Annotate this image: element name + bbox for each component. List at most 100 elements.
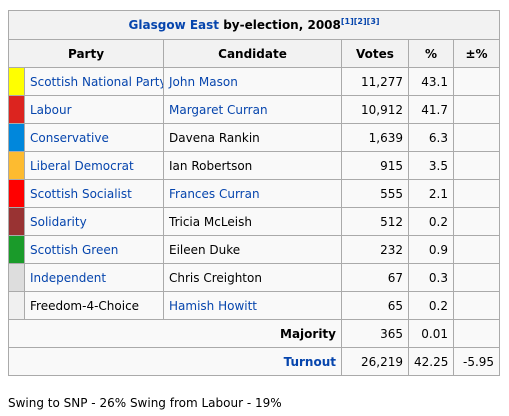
table-row: Solidarity Tricia McLeish 512 0.2 — [8, 207, 501, 236]
candidate-cell: Davena Rankin — [163, 123, 342, 152]
citation-3[interactable]: [3] — [366, 17, 380, 26]
candidate-name: Tricia McLeish — [169, 214, 252, 229]
table-row: Scottish Green Eileen Duke 232 0.9 — [8, 235, 501, 264]
party-cell: Conservative — [24, 123, 164, 152]
party-link[interactable]: Labour — [30, 102, 72, 117]
party-cell: Freedom-4-Choice — [24, 291, 164, 320]
table-row: Freedom-4-Choice Hamish Howitt 65 0.2 — [8, 291, 501, 320]
turnout-percent: 42.25 — [408, 347, 454, 376]
citation-2[interactable]: [2] — [353, 17, 367, 26]
constituency-link[interactable]: Glasgow East — [128, 18, 220, 32]
votes-cell: 1,639 — [341, 123, 409, 152]
percent-cell: 41.7 — [408, 95, 454, 124]
change-cell — [452, 235, 501, 264]
party-cell: Labour — [24, 95, 164, 124]
caption-row: Glasgow East by-election, 2008[1][2][3] — [7, 10, 501, 40]
majority-change — [452, 319, 501, 348]
header-change: ±% — [452, 39, 501, 68]
candidate-name: Eileen Duke — [169, 242, 241, 257]
party-link[interactable]: Solidarity — [30, 214, 87, 229]
turnout-link[interactable]: Turnout — [283, 354, 336, 369]
table-row: Liberal Democrat Ian Robertson 915 3.5 — [8, 151, 501, 180]
party-color-swatch — [8, 263, 25, 292]
majority-percent: 0.01 — [408, 319, 454, 348]
change-cell — [452, 151, 501, 180]
candidate-name: Chris Creighton — [169, 270, 262, 285]
candidate-link[interactable]: Frances Curran — [169, 186, 260, 201]
votes-cell: 512 — [341, 207, 409, 236]
change-cell — [452, 179, 501, 208]
party-color-swatch — [8, 291, 25, 320]
party-cell: Scottish Socialist — [24, 179, 164, 208]
party-name: Freedom-4-Choice — [30, 298, 140, 313]
table-row: Independent Chris Creighton 67 0.3 — [8, 263, 501, 292]
table-row: Scottish Socialist Frances Curran 555 2.1 — [8, 179, 501, 208]
change-cell — [452, 207, 501, 236]
candidate-name: Davena Rankin — [169, 130, 260, 145]
candidate-cell: Tricia McLeish — [163, 207, 342, 236]
party-link[interactable]: Liberal Democrat — [30, 158, 134, 173]
party-color-swatch — [8, 123, 25, 152]
party-link[interactable]: Conservative — [30, 130, 109, 145]
party-color-swatch — [8, 95, 25, 124]
swing-note: Swing to SNP - 26% Swing from Labour - 1… — [8, 396, 282, 410]
party-color-swatch — [8, 151, 25, 180]
percent-cell: 3.5 — [408, 151, 454, 180]
turnout-label-cell: Turnout — [8, 347, 342, 376]
caption-text: by-election, 2008 — [219, 18, 341, 32]
table-row: Labour Margaret Curran 10,912 41.7 — [8, 95, 501, 124]
candidate-name: Ian Robertson — [169, 158, 253, 173]
percent-cell: 2.1 — [408, 179, 454, 208]
turnout-row: Turnout 26,219 42.25 -5.95 — [8, 347, 501, 376]
candidate-link[interactable]: Hamish Howitt — [169, 298, 257, 313]
party-cell: Liberal Democrat — [24, 151, 164, 180]
votes-cell: 915 — [341, 151, 409, 180]
candidate-cell: John Mason — [163, 67, 342, 96]
percent-cell: 0.2 — [408, 291, 454, 320]
percent-cell: 0.2 — [408, 207, 454, 236]
turnout-change: -5.95 — [452, 347, 501, 376]
change-cell — [452, 67, 501, 96]
header-percent: % — [408, 39, 454, 68]
candidate-cell: Hamish Howitt — [163, 291, 342, 320]
table-caption: Glasgow East by-election, 2008[1][2][3] — [7, 10, 501, 40]
party-cell: Scottish Green — [24, 235, 164, 264]
votes-cell: 11,277 — [341, 67, 409, 96]
results-table: Glasgow East by-election, 2008[1][2][3] … — [7, 10, 501, 376]
party-color-swatch — [8, 67, 25, 96]
percent-cell: 0.3 — [408, 263, 454, 292]
results-body: Scottish National Party John Mason 11,277 4… — [8, 67, 501, 320]
candidate-cell: Margaret Curran — [163, 95, 342, 124]
citation-1[interactable]: [1] — [340, 17, 354, 26]
candidate-link[interactable]: Margaret Curran — [169, 102, 268, 117]
change-cell — [452, 95, 501, 124]
table-row: Scottish National Party John Mason 11,277 4… — [8, 67, 501, 96]
party-link[interactable]: Scottish National Party — [30, 74, 164, 89]
turnout-votes: 26,219 — [341, 347, 409, 376]
candidate-cell: Ian Robertson — [163, 151, 342, 180]
candidate-cell: Eileen Duke — [163, 235, 342, 264]
header-party: Party — [8, 39, 164, 68]
majority-row: Majority 365 0.01 — [8, 319, 501, 348]
party-link[interactable]: Scottish Socialist — [30, 186, 132, 201]
header-row: Party Candidate Votes % ±% — [8, 39, 501, 68]
party-link[interactable]: Independent — [30, 270, 107, 285]
majority-label: Majority — [8, 319, 342, 348]
change-cell — [452, 263, 501, 292]
votes-cell: 10,912 — [341, 95, 409, 124]
party-cell: Scottish National Party — [24, 67, 164, 96]
candidate-link[interactable]: John Mason — [169, 74, 238, 89]
votes-cell: 67 — [341, 263, 409, 292]
party-link[interactable]: Scottish Green — [30, 242, 119, 257]
percent-cell: 0.9 — [408, 235, 454, 264]
votes-cell: 555 — [341, 179, 409, 208]
majority-votes: 365 — [341, 319, 409, 348]
party-color-swatch — [8, 207, 25, 236]
candidate-cell: Chris Creighton — [163, 263, 342, 292]
change-cell — [452, 123, 501, 152]
header-candidate: Candidate — [163, 39, 342, 68]
votes-cell: 232 — [341, 235, 409, 264]
party-color-swatch — [8, 235, 25, 264]
party-cell: Independent — [24, 263, 164, 292]
